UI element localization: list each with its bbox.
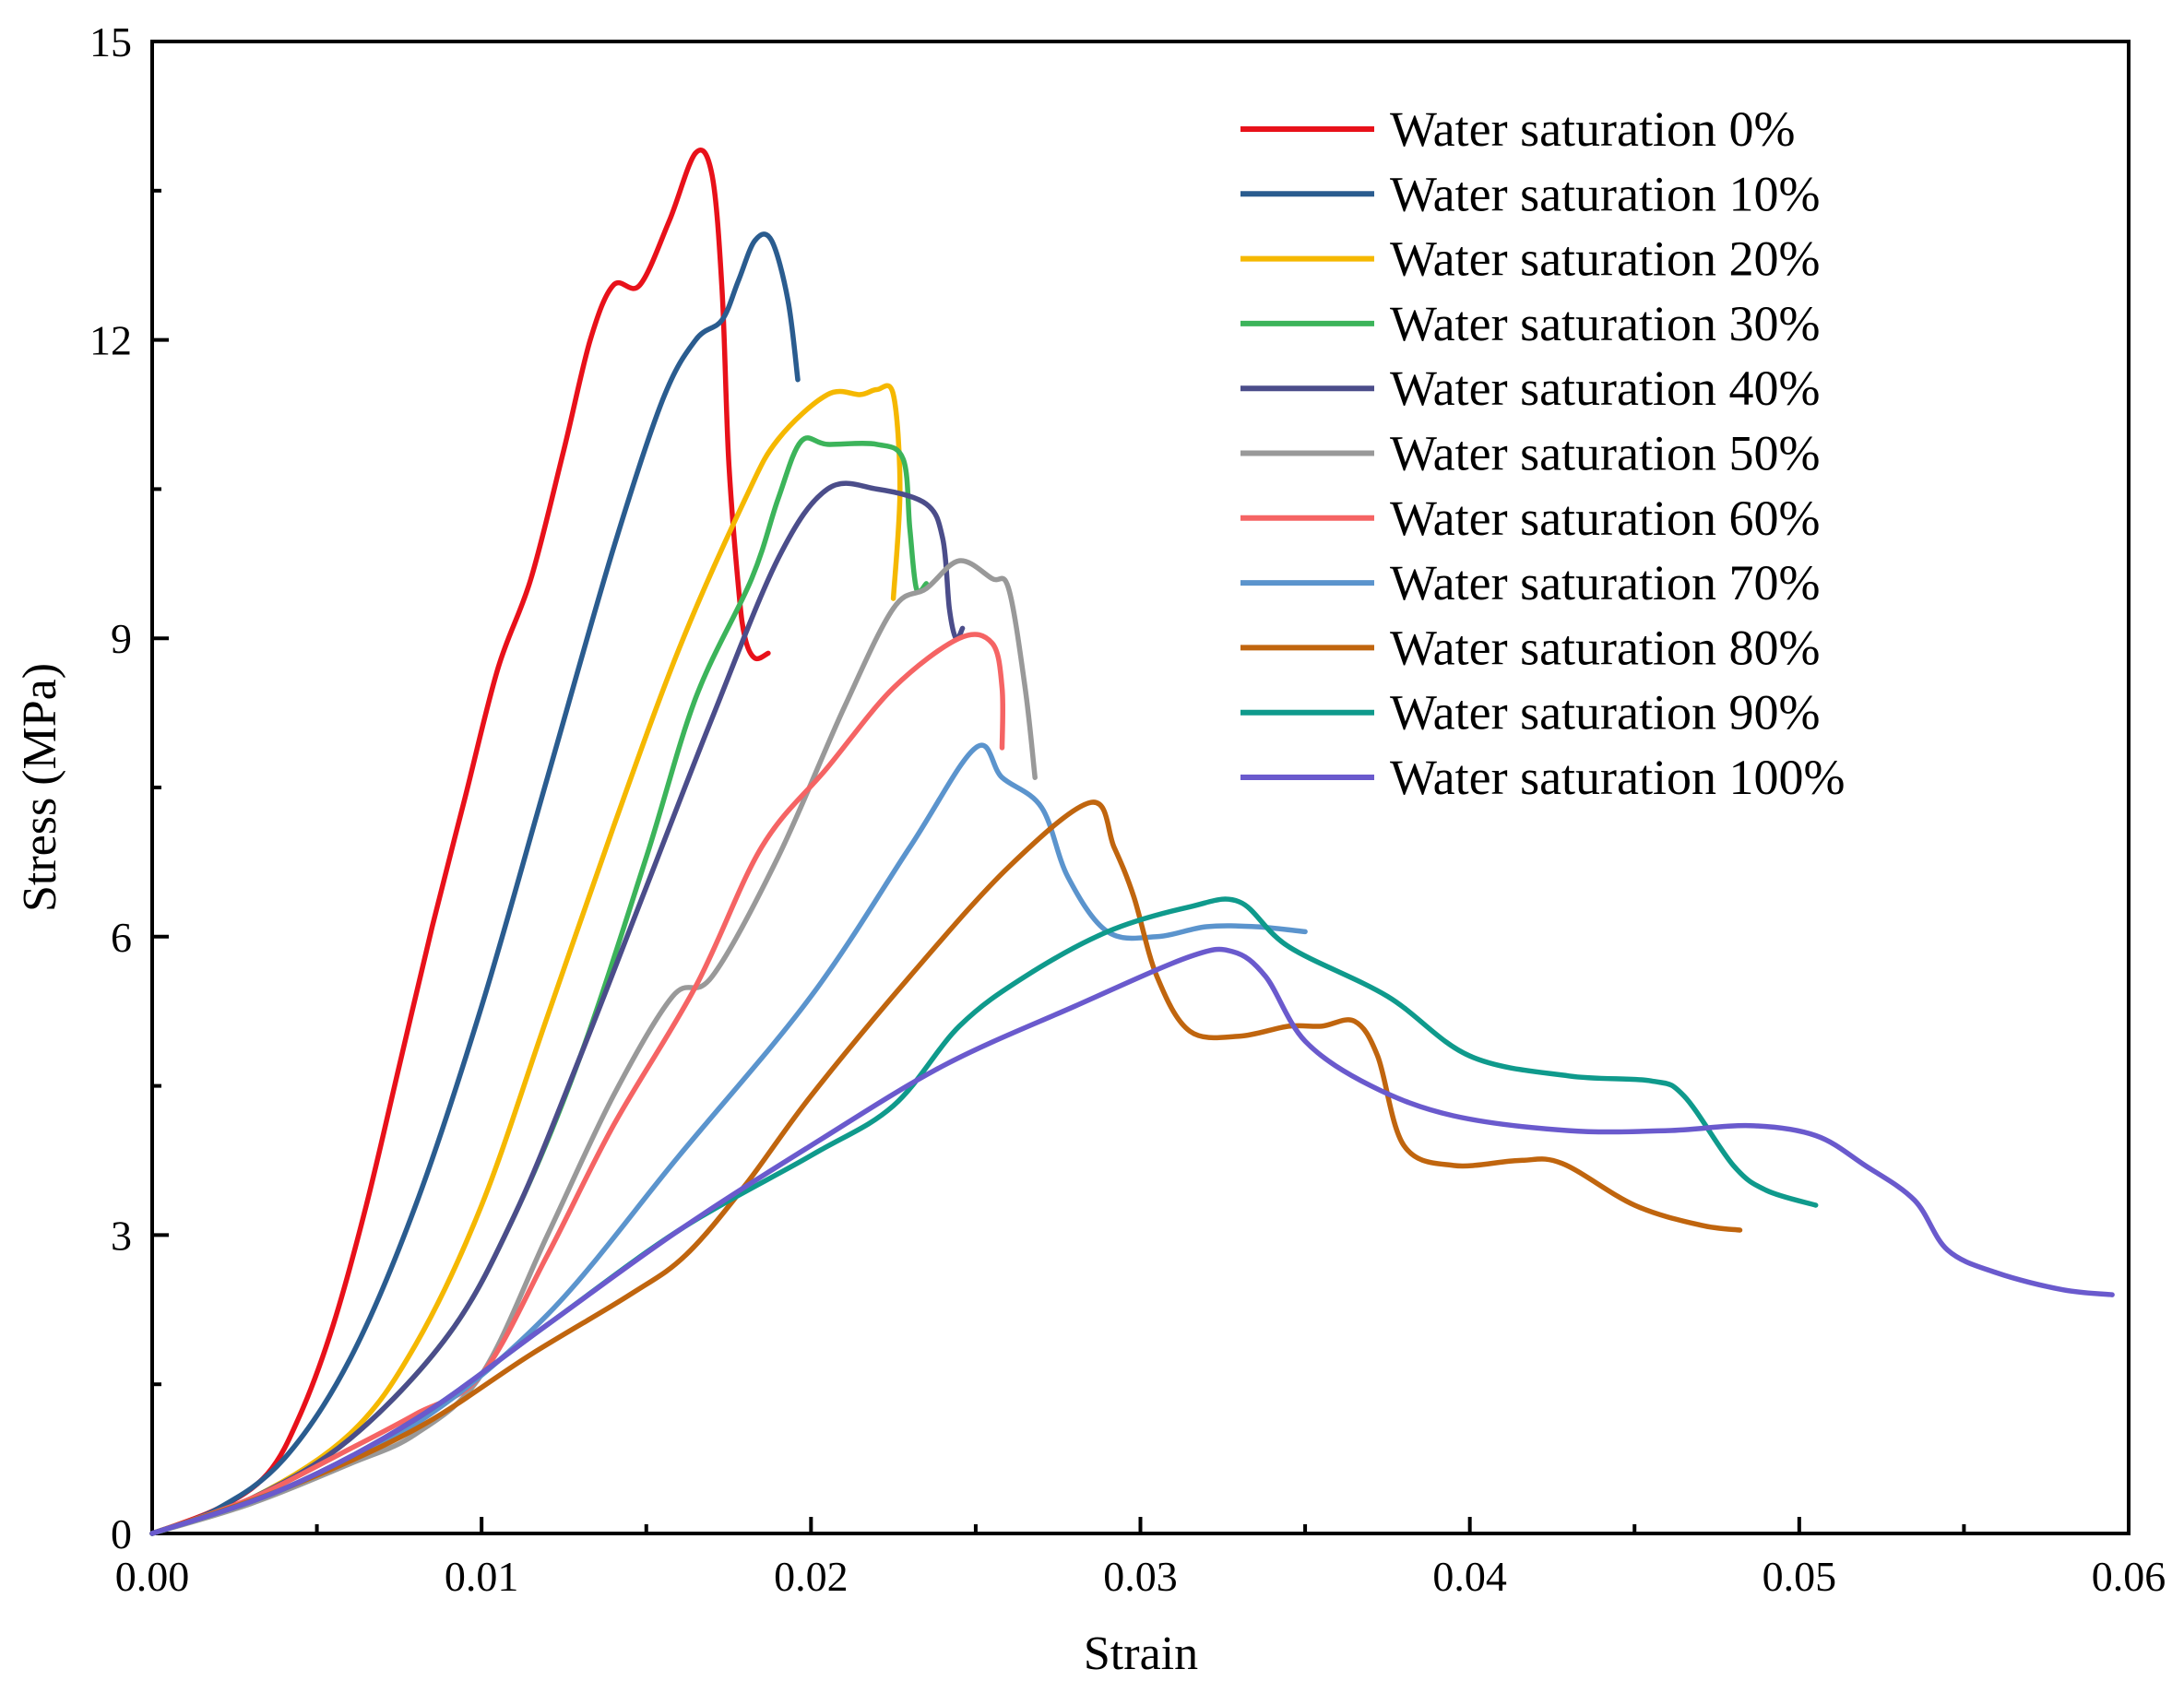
series-line: [149, 480, 966, 1536]
legend-label: Water saturation 100%: [1390, 750, 1846, 805]
y-tick-label: 9: [111, 615, 132, 662]
series-line: [149, 148, 771, 1536]
x-tick-label: 0.05: [1763, 1553, 1837, 1600]
legend-label: Water saturation 70%: [1390, 555, 1821, 610]
series-line: [149, 946, 2115, 1536]
x-axis-title: Strain: [1084, 1628, 1198, 1680]
x-tick-label: 0.06: [2092, 1553, 2166, 1600]
legend-label: Water saturation 20%: [1390, 231, 1821, 287]
series-line: [149, 383, 903, 1536]
y-tick-label: 0: [111, 1510, 132, 1557]
legend-label: Water saturation 0%: [1390, 101, 1796, 157]
x-tick-label: 0.03: [1103, 1553, 1178, 1600]
x-tick-label: 0.02: [774, 1553, 849, 1600]
legend-label: Water saturation 60%: [1390, 491, 1821, 546]
legend-label: Water saturation 50%: [1390, 426, 1821, 481]
y-tick-label: 6: [111, 914, 132, 961]
x-tick-label: 0.04: [1432, 1553, 1507, 1600]
y-tick-label: 12: [89, 317, 132, 364]
series-line: [149, 799, 1743, 1536]
legend-label: Water saturation 80%: [1390, 620, 1821, 675]
legend-label: Water saturation 30%: [1390, 296, 1821, 351]
x-tick-label: 0.00: [115, 1553, 190, 1600]
legend: Water saturation 0% Water saturation 10% W…: [1240, 101, 1846, 805]
legend-label: Water saturation 10%: [1390, 166, 1821, 221]
y-axis: 0 3 6 9 12 15: [89, 18, 169, 1557]
series-line: [149, 558, 1038, 1536]
legend-label: Water saturation 40%: [1390, 361, 1821, 416]
y-axis-title: Stress (MPa): [14, 663, 66, 912]
y-tick-label: 15: [89, 18, 132, 65]
series-line: [149, 742, 1308, 1536]
legend-label: Water saturation 90%: [1390, 685, 1821, 740]
y-tick-label: 3: [111, 1212, 132, 1259]
series-lines: [149, 148, 2115, 1536]
x-tick-label: 0.01: [445, 1553, 519, 1600]
x-axis: 0.00 0.01 0.02 0.03 0.04 0.05 0.06: [115, 1517, 2166, 1600]
series-line: [149, 632, 1006, 1536]
series-line: [149, 435, 930, 1536]
series-line: [149, 231, 801, 1536]
